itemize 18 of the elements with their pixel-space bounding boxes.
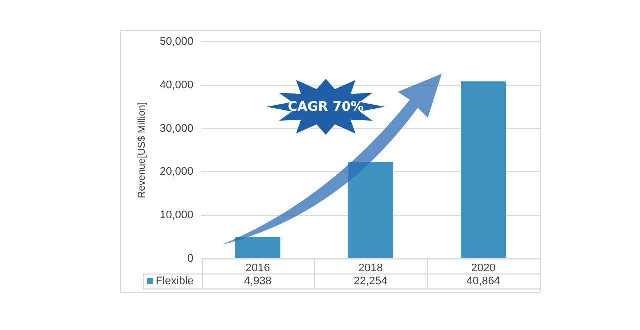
bar bbox=[235, 237, 281, 258]
x-tick-label: 2018 bbox=[358, 262, 384, 274]
data-label: 22,254 bbox=[354, 275, 388, 288]
y-tick-label: 0 bbox=[188, 252, 194, 265]
y-tick-label: 10,000 bbox=[160, 209, 194, 222]
legend-label: Flexible bbox=[156, 275, 194, 288]
x-tick-label: 2020 bbox=[471, 262, 496, 274]
y-tick-label: 20,000 bbox=[160, 166, 194, 178]
y-tick-label: 30,000 bbox=[160, 122, 194, 135]
y-tick-label: 40,000 bbox=[160, 79, 194, 92]
y-tick-label: 50,000 bbox=[160, 36, 194, 48]
x-tick-label: 2016 bbox=[246, 262, 270, 274]
data-label: 4,938 bbox=[244, 275, 272, 288]
data-label: 40,864 bbox=[466, 275, 500, 288]
bar bbox=[461, 82, 506, 258]
annotation: CAGR 70% bbox=[287, 100, 365, 115]
y-axis-title: Revenue[US$ Million] bbox=[136, 102, 148, 198]
bar bbox=[348, 162, 394, 258]
